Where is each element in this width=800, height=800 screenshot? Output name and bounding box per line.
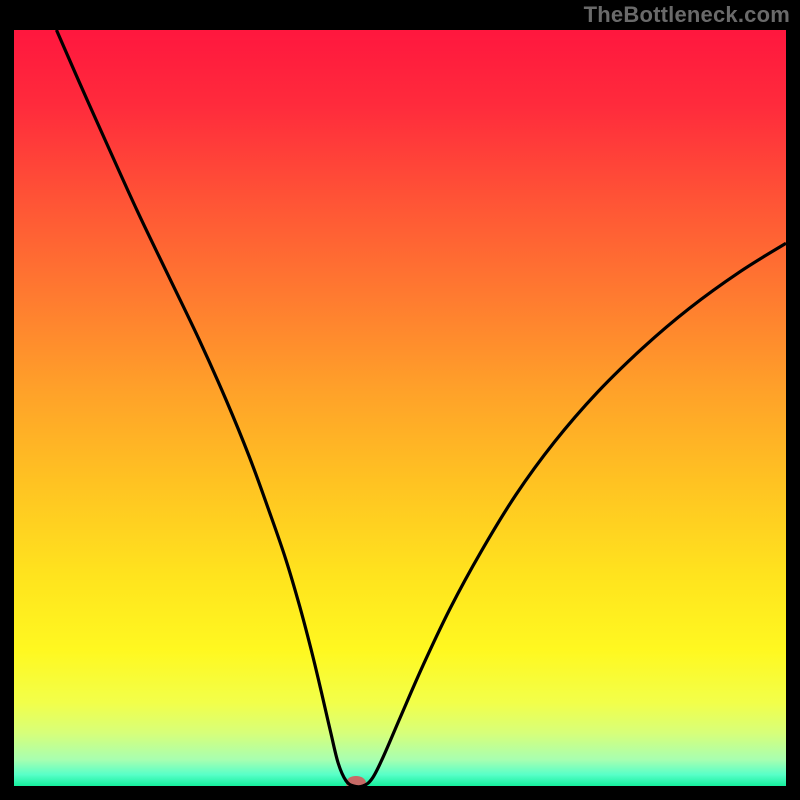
watermark-text: TheBottleneck.com [584, 2, 790, 28]
bottleneck-curve-chart [14, 30, 786, 786]
chart-background [14, 30, 786, 786]
figure-container: TheBottleneck.com [0, 0, 800, 800]
